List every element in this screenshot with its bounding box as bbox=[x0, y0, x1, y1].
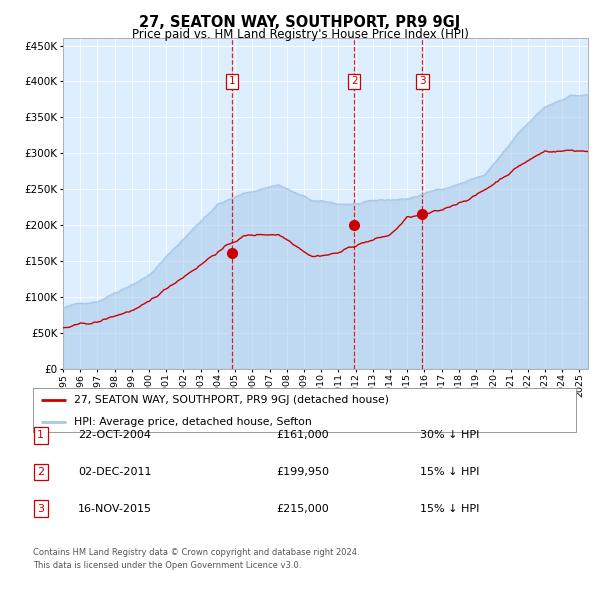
Text: £161,000: £161,000 bbox=[276, 431, 329, 440]
Text: 15% ↓ HPI: 15% ↓ HPI bbox=[420, 467, 479, 477]
Text: 1: 1 bbox=[37, 431, 44, 440]
Text: 16-NOV-2015: 16-NOV-2015 bbox=[78, 504, 152, 513]
Text: 1: 1 bbox=[229, 77, 235, 87]
Text: £215,000: £215,000 bbox=[276, 504, 329, 513]
Text: 2: 2 bbox=[351, 77, 358, 87]
Text: HPI: Average price, detached house, Sefton: HPI: Average price, detached house, Seft… bbox=[74, 417, 311, 427]
Text: 3: 3 bbox=[419, 77, 426, 87]
Text: 2: 2 bbox=[37, 467, 44, 477]
Text: £199,950: £199,950 bbox=[276, 467, 329, 477]
Text: 02-DEC-2011: 02-DEC-2011 bbox=[78, 467, 151, 477]
Text: 3: 3 bbox=[37, 504, 44, 513]
Text: Contains HM Land Registry data © Crown copyright and database right 2024.: Contains HM Land Registry data © Crown c… bbox=[33, 548, 359, 556]
Text: 22-OCT-2004: 22-OCT-2004 bbox=[78, 431, 151, 440]
Text: This data is licensed under the Open Government Licence v3.0.: This data is licensed under the Open Gov… bbox=[33, 560, 301, 569]
Text: 30% ↓ HPI: 30% ↓ HPI bbox=[420, 431, 479, 440]
Text: 27, SEATON WAY, SOUTHPORT, PR9 9GJ: 27, SEATON WAY, SOUTHPORT, PR9 9GJ bbox=[139, 15, 461, 30]
Text: 27, SEATON WAY, SOUTHPORT, PR9 9GJ (detached house): 27, SEATON WAY, SOUTHPORT, PR9 9GJ (deta… bbox=[74, 395, 389, 405]
Text: 15% ↓ HPI: 15% ↓ HPI bbox=[420, 504, 479, 513]
Text: Price paid vs. HM Land Registry's House Price Index (HPI): Price paid vs. HM Land Registry's House … bbox=[131, 28, 469, 41]
